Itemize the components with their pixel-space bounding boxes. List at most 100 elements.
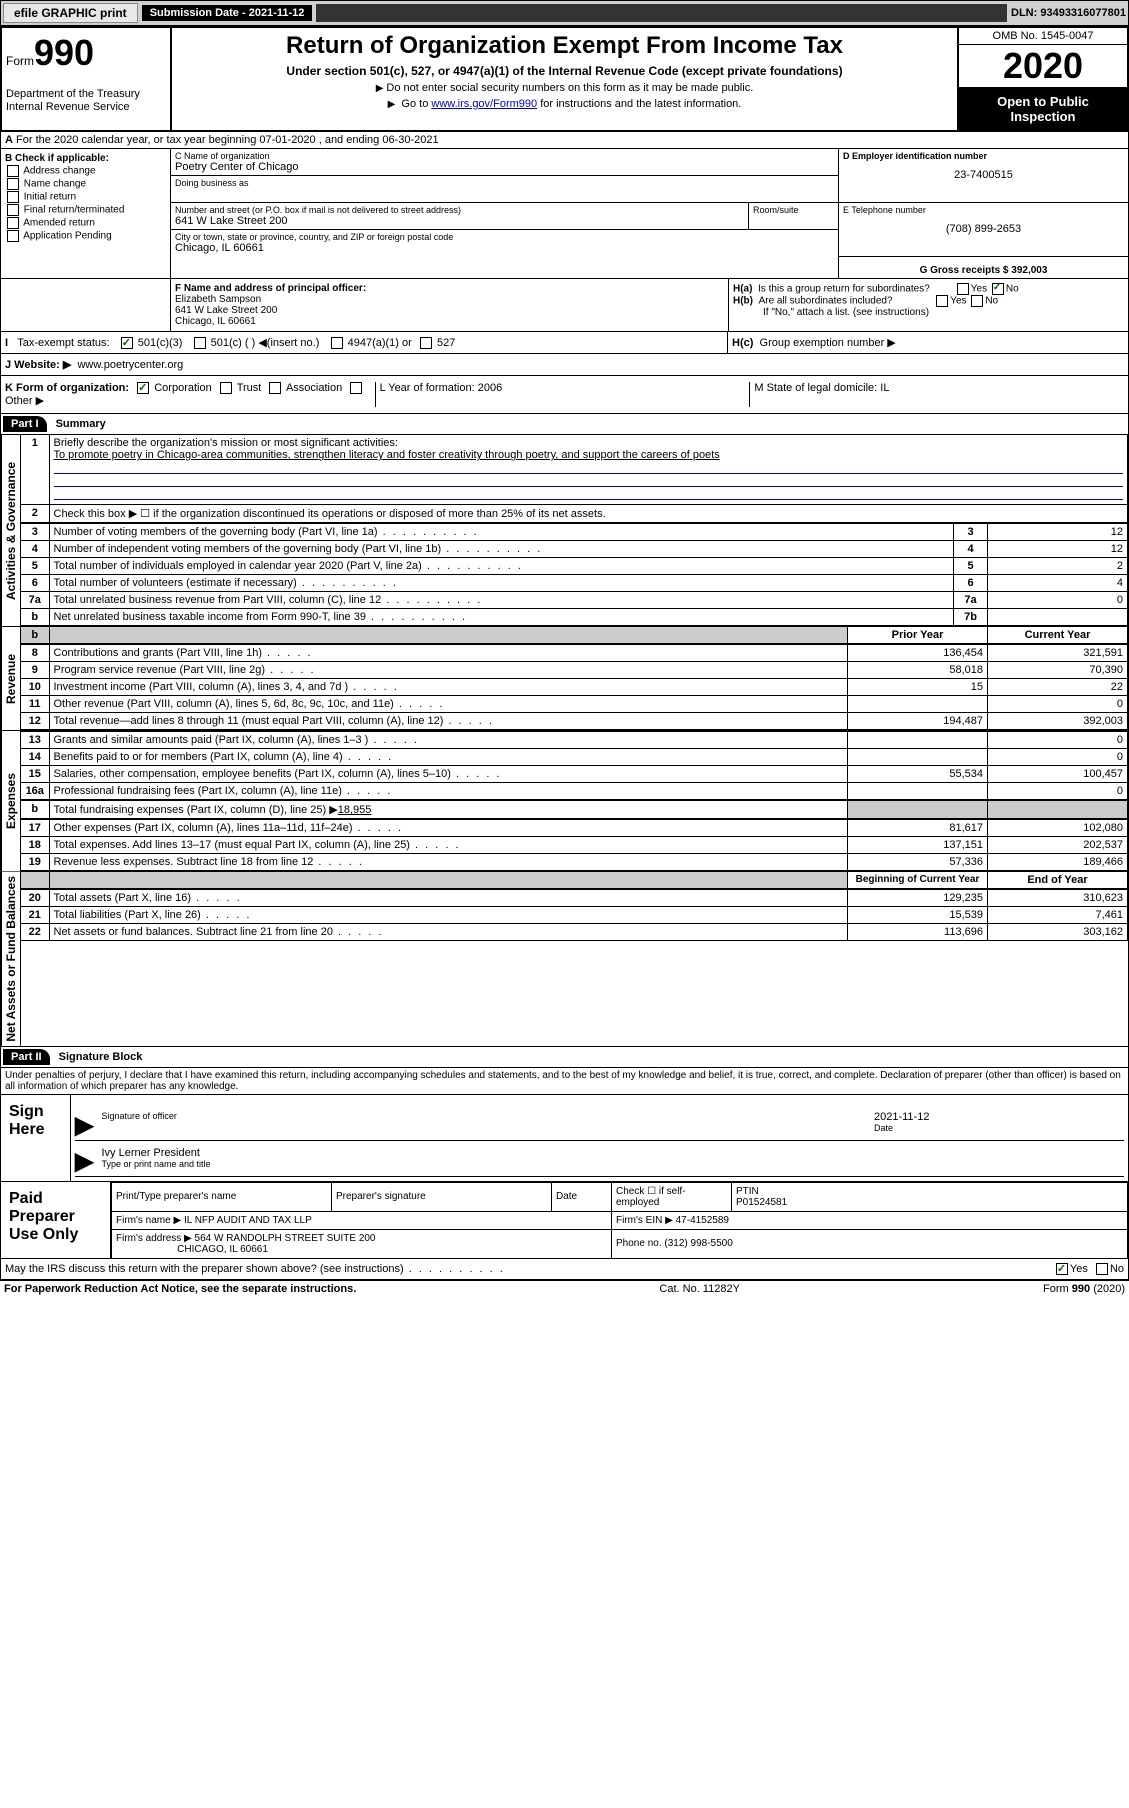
form-header: Form990 Department of the Treasury Inter… [0,26,1129,132]
tax-year: 2020 [959,45,1127,88]
section-b-header: B Check if applicable: [5,153,109,164]
form990-link[interactable]: www.irs.gov/Form990 [431,98,537,110]
chk-amended[interactable]: Amended return [5,217,166,229]
line16b-label: Total fundraising expenses (Part IX, col… [54,804,338,816]
website: www.poetrycenter.org [77,359,183,371]
chk-initial-return[interactable]: Initial return [5,191,166,203]
sig-arrow-icon: ▶ [75,1111,93,1140]
sections-f-h: F Name and address of principal officer:… [0,279,1129,332]
col-end: End of Year [1027,874,1087,886]
part2-header-row: Part II Signature Block [0,1047,1129,1068]
part2-title: Signature Block [59,1051,143,1063]
section-m: M State of legal domicile: IL [749,382,1124,407]
discuss-no-check[interactable] [1096,1263,1108,1275]
self-employed-check[interactable]: Check ☐ if self-employed [612,1182,732,1211]
org-name: Poetry Center of Chicago [175,161,834,173]
side-governance: Activities & Governance [1,435,21,626]
section-h: H(a) Is this a group return for subordin… [728,279,1128,331]
section-c-street: Number and street (or P.O. box if mail i… [171,203,748,230]
firm-phone: (312) 998-5500 [664,1238,732,1249]
line1-label: Briefly describe the organization's miss… [54,437,398,449]
prep-sig-label: Preparer's signature [332,1182,552,1211]
paperwork-notice: For Paperwork Reduction Act Notice, see … [4,1283,356,1295]
ptin-value: P01524581 [736,1197,787,1208]
sections-i-hc: I Tax-exempt status: 501(c)(3) 501(c) ( … [0,332,1129,354]
ein: 23-7400515 [843,169,1124,181]
section-a-tax-year: A For the 2020 calendar year, or tax yea… [0,132,1129,149]
officer-printed-name: Ivy Lerner President [101,1147,1124,1159]
part1-governance: Activities & Governance 1 Briefly descri… [0,435,1129,627]
signature-block: Sign Here ▶ Signature of officer 2021-11… [0,1095,1129,1182]
form-990-number: 990 [34,32,94,73]
sections-k-l-m: K Form of organization: Corporation Trus… [0,376,1129,414]
col-beginning: Beginning of Current Year [856,874,980,885]
firm-name: IL NFP AUDIT AND TAX LLP [184,1215,312,1226]
section-e: E Telephone number (708) 899-2653 [839,203,1128,257]
section-l: L Year of formation: 2006 [375,382,750,407]
paid-preparer-block: Paid Preparer Use Only Print/Type prepar… [0,1182,1129,1259]
submission-date: Submission Date - 2021-11-12 [142,5,313,21]
efile-print-button[interactable]: efile GRAPHIC print [3,3,138,23]
ssn-note: Do not enter social security numbers on … [176,82,953,94]
mission-text: To promote poetry in Chicago-area commun… [54,449,720,461]
org-city: Chicago, IL 60661 [175,242,834,254]
section-hc: H(c) Group exemption number ▶ [728,332,1128,353]
goto-note: Go to www.irs.gov/Form990 for instructio… [176,98,953,110]
chk-final-return[interactable]: Final return/terminated [5,204,166,216]
form-title: Return of Organization Exempt From Incom… [176,32,953,60]
part1-header-row: Part I Summary [0,414,1129,435]
discuss-yes-check[interactable] [1056,1263,1068,1275]
officer-name: Elizabeth Sampson [175,294,724,305]
line2-text: Check this box ▶ ☐ if the organization d… [49,505,1128,523]
side-netassets: Net Assets or Fund Balances [1,872,21,1046]
sig-officer-label: Signature of officer [101,1111,874,1121]
section-c-city: City or town, state or province, country… [171,230,838,256]
section-d: D Employer identification number 23-7400… [839,149,1128,203]
sign-here-label: Sign Here [1,1095,71,1181]
section-b: B Check if applicable: Address change Na… [1,149,171,278]
part1-netassets: Net Assets or Fund Balances Beginning of… [0,872,1129,1047]
sections-b-through-g: B Check if applicable: Address change Na… [0,149,1129,279]
firm-ein: 47-4152589 [676,1215,729,1226]
gross-receipts: G Gross receipts $ 392,003 [920,265,1048,276]
section-k: K Form of organization: Corporation Trus… [5,382,375,407]
dln-label: DLN: 93493316077801 [1011,7,1126,19]
perjury-statement: Under penalties of perjury, I declare th… [0,1068,1129,1095]
part1-revenue: Revenue b Prior Year Current Year 8Contr… [0,627,1129,731]
sig-arrow-icon-2: ▶ [75,1147,93,1176]
section-i: I Tax-exempt status: 501(c)(3) 501(c) ( … [1,332,728,353]
omb-number: OMB No. 1545-0047 [959,28,1127,45]
section-c-name: C Name of organization Poetry Center of … [171,149,838,176]
section-c-dba: Doing business as [171,176,838,203]
section-f: F Name and address of principal officer:… [171,279,728,331]
dept-line2: Internal Revenue Service [6,101,166,114]
goto-post: for instructions and the latest informat… [537,98,741,110]
chk-address-change[interactable]: Address change [5,165,166,177]
form-number: Form990 [6,32,166,74]
side-revenue: Revenue [1,627,21,730]
paid-preparer-label: Paid Preparer Use Only [1,1182,111,1258]
phone: (708) 899-2653 [843,223,1124,235]
prep-date-label: Date [552,1182,612,1211]
line16b-val: 18,955 [338,804,372,816]
col-current: Current Year [1025,629,1091,641]
part1-expenses: Expenses 13Grants and similar amounts pa… [0,731,1129,872]
col-prior: Prior Year [892,629,944,641]
part2-badge: Part II [3,1049,50,1065]
org-street: 641 W Lake Street 200 [175,215,744,227]
section-g: G Gross receipts $ 392,003 [839,257,1128,278]
chk-app-pending[interactable]: Application Pending [5,230,166,242]
tax-year-text: For the 2020 calendar year, or tax year … [16,134,439,146]
part1-badge: Part I [3,416,47,432]
dept-line1: Department of the Treasury [6,88,166,101]
goto-pre: Go to [401,98,431,110]
side-expenses: Expenses [1,731,21,871]
discuss-question: May the IRS discuss this return with the… [5,1263,505,1275]
public-inspection: Open to Public Inspection [959,88,1127,130]
top-header-bar: efile GRAPHIC print Submission Date - 20… [0,0,1129,26]
form-label: Form [6,54,34,68]
part1-title: Summary [56,418,106,430]
form-footer-right: Form 990 (2020) [1043,1283,1125,1295]
form-subtitle: Under section 501(c), 527, or 4947(a)(1)… [176,64,953,78]
chk-name-change[interactable]: Name change [5,178,166,190]
